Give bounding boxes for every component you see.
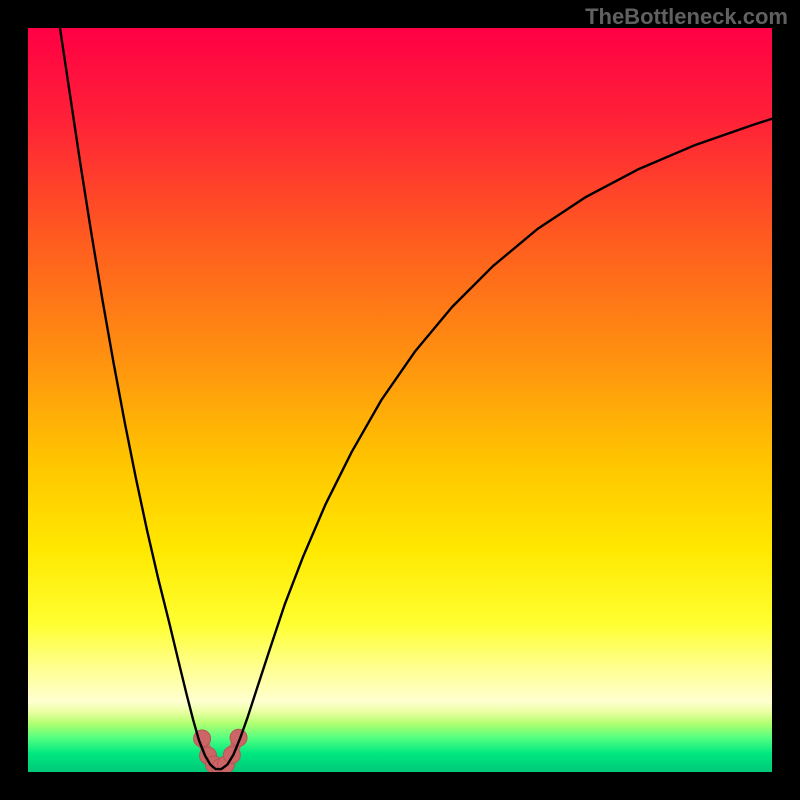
chart-background-gradient [28,28,772,772]
watermark-text: TheBottleneck.com [585,4,788,30]
chart-plot-area [28,28,772,772]
chart-svg [28,28,772,772]
data-marker [223,746,240,763]
